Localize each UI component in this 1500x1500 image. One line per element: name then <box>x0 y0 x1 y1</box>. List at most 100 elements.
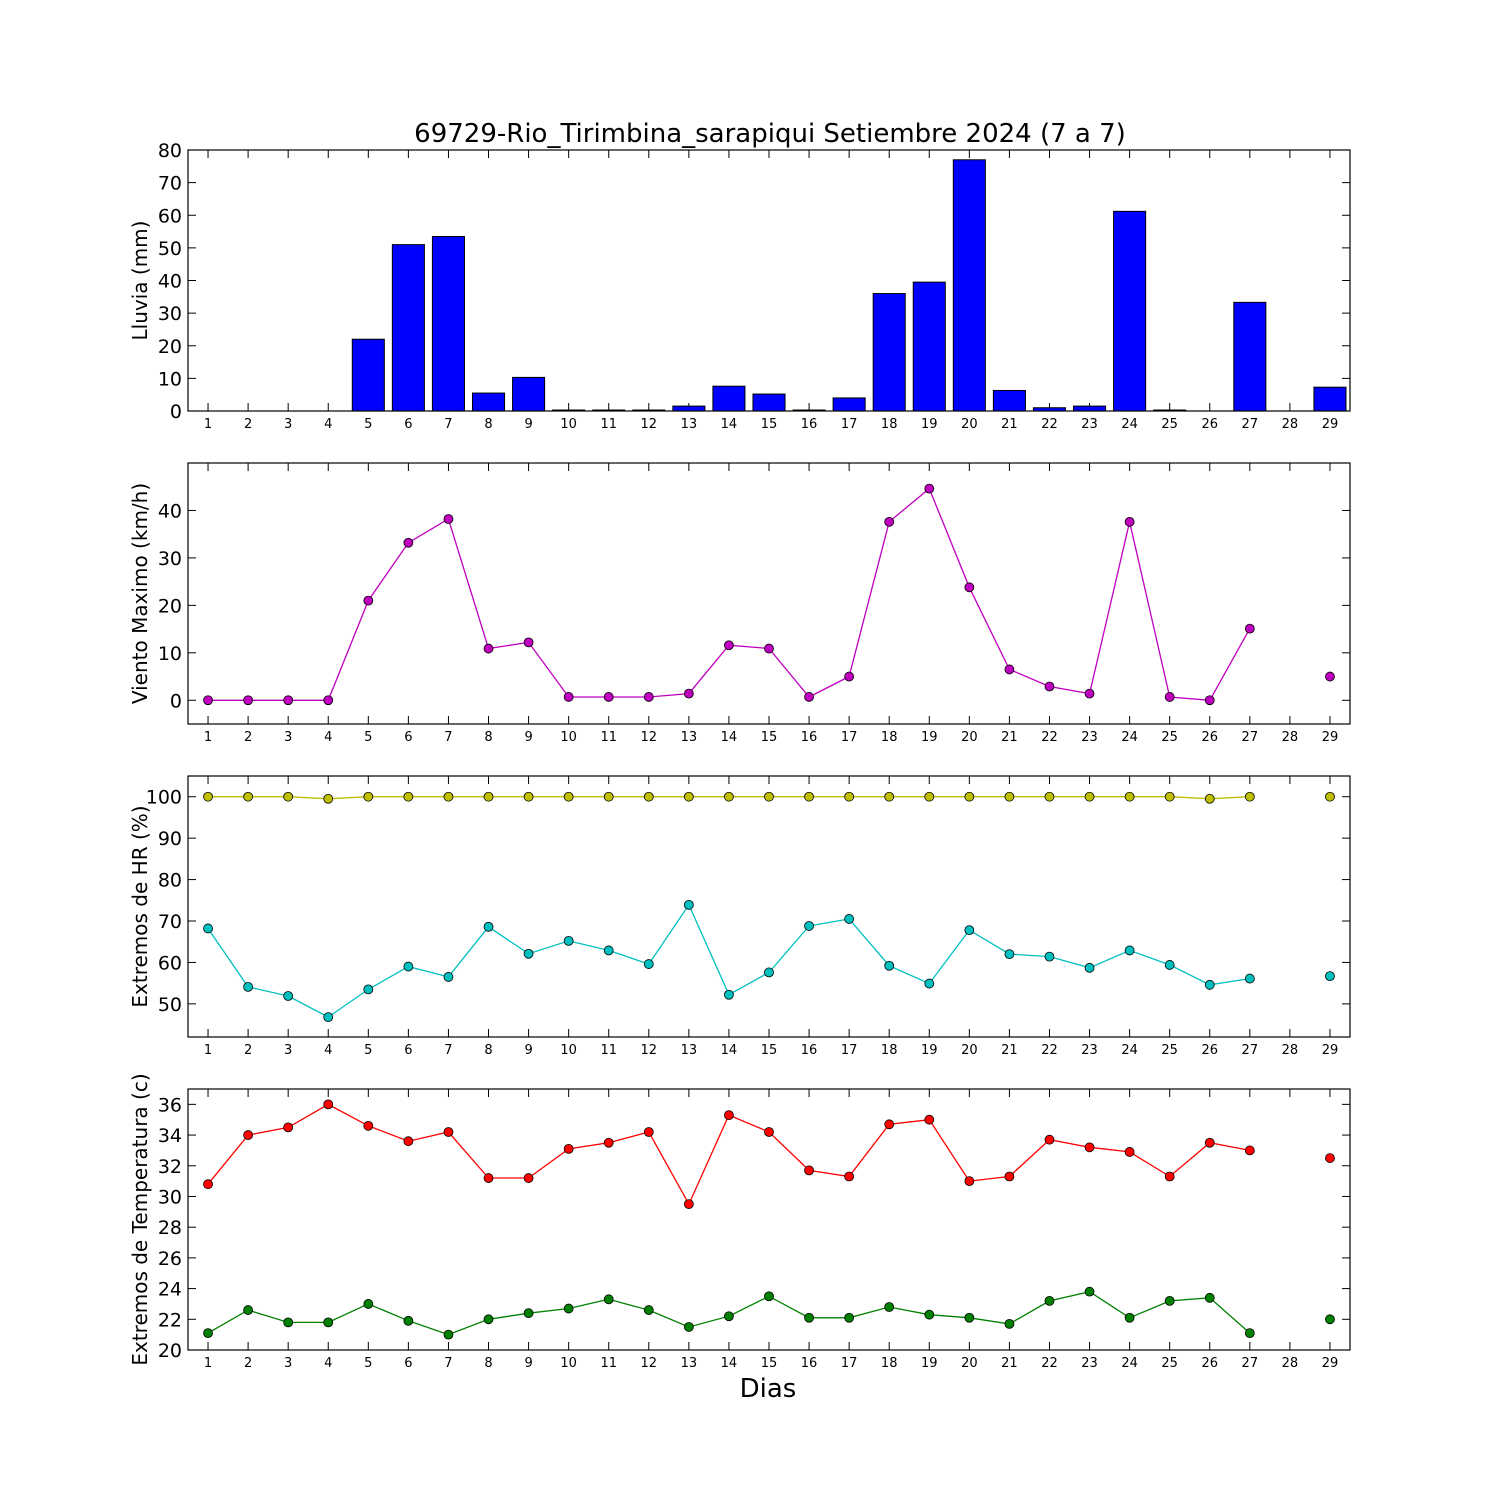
x-tick-label: 17 <box>841 730 858 745</box>
point-day-4 <box>323 695 334 706</box>
point-day-24 <box>1124 791 1135 802</box>
y-tick-label: 20 <box>158 595 182 617</box>
x-tick-label: 24 <box>1121 1356 1138 1371</box>
point-day-23 <box>1084 791 1095 802</box>
point-day-4 <box>323 793 334 804</box>
bar-day-5 <box>351 338 385 411</box>
point-day-10 <box>563 935 574 946</box>
point-day-4 <box>323 1012 334 1023</box>
point-day-17 <box>844 791 855 802</box>
point-day-1 <box>203 695 213 706</box>
x-tick-label: 12 <box>641 1043 658 1058</box>
x-tick-label: 25 <box>1161 417 1178 432</box>
bar-day-18 <box>872 293 906 411</box>
x-tick-label: 14 <box>721 1356 738 1371</box>
point-day-10 <box>563 791 574 802</box>
x-tick-label: 29 <box>1322 1356 1339 1371</box>
point-day-8 <box>483 791 494 802</box>
point-day-16 <box>804 791 814 802</box>
point-day-11 <box>603 945 614 956</box>
point-day-13 <box>683 899 694 910</box>
point-day-22 <box>1044 791 1055 802</box>
x-tick-label: 3 <box>284 1356 292 1371</box>
x-tick-label: 5 <box>364 730 372 745</box>
x-tick-label: 3 <box>284 730 292 745</box>
plot-frame <box>187 462 1351 725</box>
x-tick-label: 16 <box>801 1356 818 1371</box>
x-axis-label: Dias <box>740 1374 797 1404</box>
point-day-23 <box>1084 1142 1095 1153</box>
point-day-26 <box>1204 793 1215 804</box>
point-day-16 <box>804 692 814 702</box>
point-day-22 <box>1044 681 1055 692</box>
x-tick-label: 25 <box>1161 1356 1178 1371</box>
point-day-15 <box>764 1291 774 1302</box>
x-tick-label: 4 <box>324 730 332 745</box>
point-day-9 <box>523 791 534 802</box>
bar-day-27 <box>1233 301 1267 411</box>
bar-day-19 <box>912 281 946 411</box>
x-tick-label: 17 <box>841 417 858 432</box>
y-tick-label: 40 <box>158 271 182 293</box>
y-tick-label: 90 <box>158 828 182 850</box>
bar-day-29 <box>1313 386 1347 411</box>
y-tick-label: 32 <box>158 1156 182 1178</box>
x-tick-label: 5 <box>364 1043 372 1058</box>
x-tick-label: 4 <box>324 417 332 432</box>
x-tick-label: 3 <box>284 1043 292 1058</box>
x-tick-label: 4 <box>324 1043 332 1058</box>
point-day-2 <box>243 1305 254 1315</box>
bar-day-23 <box>1073 405 1107 411</box>
y-tick-label: 22 <box>158 1309 182 1331</box>
point-day-25 <box>1164 791 1175 802</box>
point-day-6 <box>403 1315 414 1326</box>
point-day-13 <box>683 1199 694 1210</box>
series-line-2 <box>207 903 1250 1018</box>
bar-day-7 <box>431 235 465 411</box>
x-tick-label: 24 <box>1121 1043 1138 1058</box>
point-day-21 <box>1004 664 1015 675</box>
point-day-21 <box>1004 1319 1015 1329</box>
point-day-25 <box>1164 960 1175 970</box>
x-tick-label: 25 <box>1161 1043 1178 1058</box>
point-day-20 <box>964 925 975 936</box>
bar-day-24 <box>1113 210 1147 411</box>
point-day-3 <box>283 1122 294 1133</box>
y-tick-label: 26 <box>158 1248 182 1270</box>
point-day-15 <box>764 1127 774 1137</box>
point-day-14 <box>724 640 734 651</box>
x-tick-label: 16 <box>801 417 818 432</box>
point-day-6 <box>403 537 414 548</box>
x-tick-label: 19 <box>921 1043 938 1058</box>
x-tick-label: 29 <box>1322 417 1339 432</box>
x-tick-label: 2 <box>244 1043 252 1058</box>
x-tick-label: 18 <box>881 1043 898 1058</box>
x-tick-label: 2 <box>244 417 252 432</box>
point-day-5 <box>363 984 374 995</box>
point-day-25 <box>1164 1295 1175 1306</box>
y-tick-label: 36 <box>158 1094 182 1116</box>
point-day-17 <box>844 1312 855 1323</box>
y-tick-label: 0 <box>170 690 182 712</box>
x-tick-label: 26 <box>1201 1356 1218 1371</box>
point-day-13 <box>683 688 694 699</box>
x-tick-label: 27 <box>1242 1356 1259 1371</box>
y-tick-label: 80 <box>158 870 182 892</box>
x-tick-label: 29 <box>1322 730 1339 745</box>
point-day-22 <box>1044 1134 1055 1145</box>
x-tick-label: 26 <box>1201 730 1218 745</box>
y-tick-label: 50 <box>158 238 182 260</box>
point-day-29 <box>1325 791 1335 802</box>
point-day-21 <box>1004 949 1015 960</box>
point-day-24 <box>1124 1147 1135 1157</box>
point-day-22 <box>1044 951 1055 962</box>
point-day-2 <box>243 791 254 802</box>
y-tick-label: 20 <box>158 336 182 358</box>
y-axis-label: Extremos de HR (%) <box>128 805 152 1007</box>
x-tick-label: 18 <box>881 1356 898 1371</box>
y-tick-label: 40 <box>158 500 182 522</box>
y-tick-label: 0 <box>170 401 182 423</box>
x-tick-label: 6 <box>404 417 412 432</box>
point-day-5 <box>363 1120 374 1131</box>
